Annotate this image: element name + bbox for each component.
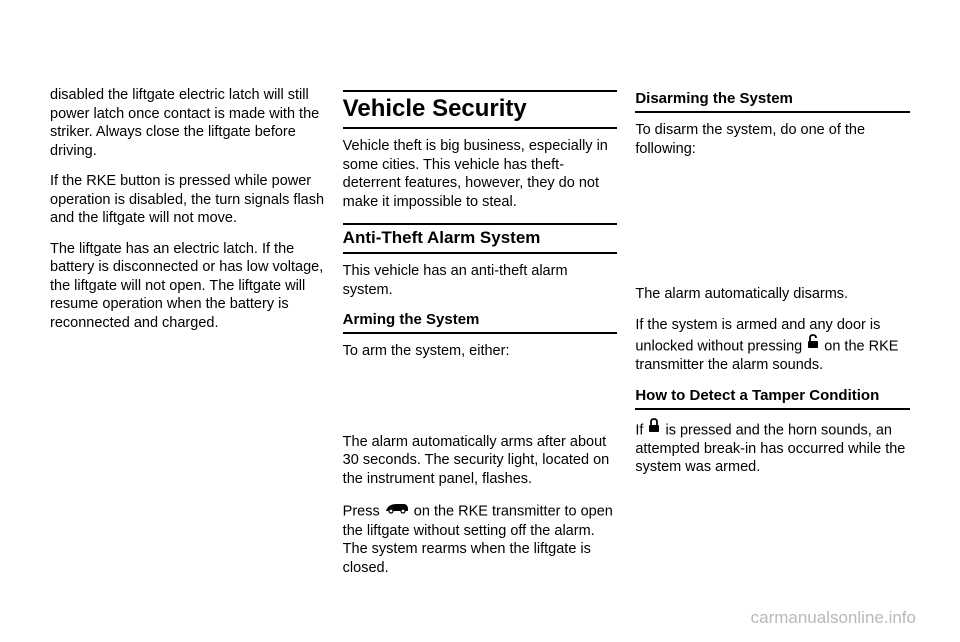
heading-arming: Arming the System — [343, 311, 618, 334]
heading-vehicle-security: Vehicle Security — [343, 90, 618, 129]
paragraph: Vehicle theft is big business, especiall… — [343, 137, 618, 211]
paragraph: Press on the RKE transmitter to open the… — [343, 500, 618, 577]
paragraph: The liftgate has an electric latch. If t… — [50, 240, 325, 333]
liftgate-icon — [384, 500, 410, 520]
spacer — [343, 373, 618, 433]
heading-tamper: How to Detect a Tamper Condition — [635, 387, 910, 410]
watermark: carmanualsonline.info — [751, 608, 916, 628]
paragraph: The alarm automatically disarms. — [635, 285, 910, 304]
paragraph: If is pressed and the horn sounds, an at… — [635, 418, 910, 477]
lock-icon — [647, 418, 661, 439]
paragraph: If the RKE button is pressed while power… — [50, 172, 325, 228]
column-3: Disarming the System To disarm the syste… — [635, 86, 910, 589]
column-2: Vehicle Security Vehicle theft is big bu… — [343, 86, 618, 589]
paragraph: The alarm automatically arms after about… — [343, 433, 618, 489]
paragraph: To arm the system, either: — [343, 342, 618, 361]
text-fragment: is pressed and the horn sounds, an attem… — [635, 422, 905, 475]
paragraph: If the system is armed and any door is u… — [635, 316, 910, 375]
unlock-icon — [806, 334, 820, 355]
heading-disarming: Disarming the System — [635, 90, 910, 113]
spacer — [635, 170, 910, 285]
page-content: disabled the liftgate electric latch wil… — [0, 0, 960, 609]
column-1: disabled the liftgate electric latch wil… — [50, 86, 325, 589]
text-fragment: Press — [343, 504, 384, 520]
paragraph: This vehicle has an anti-theft alarm sys… — [343, 262, 618, 299]
text-fragment: If — [635, 422, 647, 438]
heading-anti-theft: Anti-Theft Alarm System — [343, 223, 618, 254]
paragraph: disabled the liftgate electric latch wil… — [50, 86, 325, 160]
paragraph: To disarm the system, do one of the foll… — [635, 121, 910, 158]
